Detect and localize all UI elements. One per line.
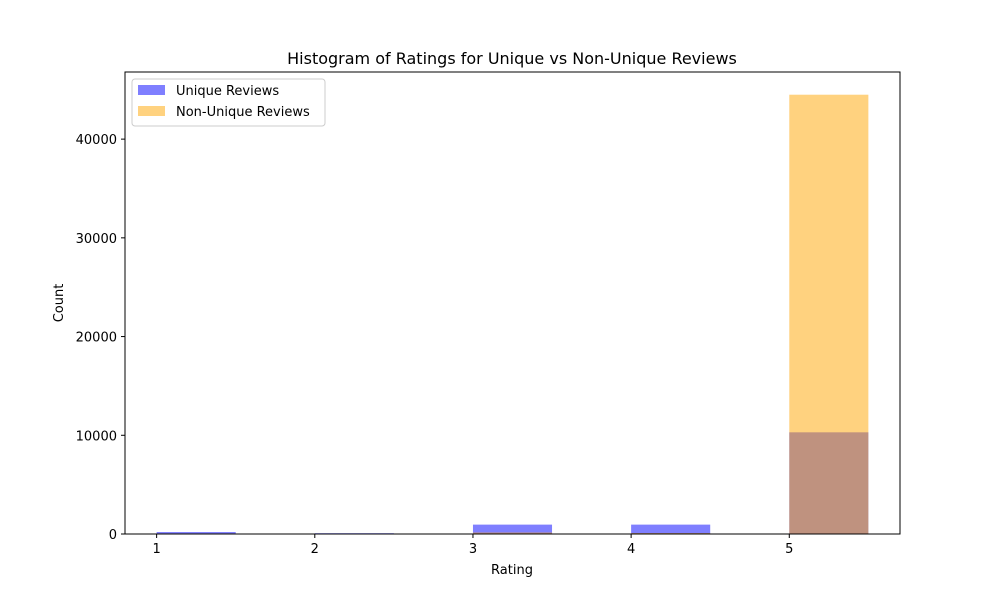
y-axis-label: Count (52, 284, 67, 323)
chart-title: Histogram of Ratings for Unique vs Non-U… (287, 49, 737, 68)
bar-series-0-bin-0 (156, 532, 236, 534)
bar-series-1-bin-4 (789, 94, 869, 534)
y-tick-label-0: 0 (109, 528, 117, 543)
plot-frame (124, 71, 901, 535)
y-tick-label-1: 10000 (76, 429, 117, 444)
y-tick-label-3: 30000 (76, 232, 117, 247)
bar-series-0-bin-2 (472, 524, 553, 534)
legend-label-unique: Unique Reviews (176, 84, 279, 99)
bar-series-1-bin-2 (472, 532, 553, 534)
ticks-layer: 1 2 3 4 5 0 10000 20000 30000 40000 (76, 133, 794, 557)
legend-box (131, 78, 326, 127)
legend-swatch-unique (138, 85, 165, 95)
bar-series-0-bin-3 (631, 524, 711, 534)
legend-swatch-non-unique (138, 106, 165, 116)
x-tick-label-2: 3 (469, 542, 477, 557)
x-tick-label-4: 5 (785, 542, 793, 557)
legend-label-non-unique: Non-Unique Reviews (176, 105, 310, 120)
y-tick-label-4: 40000 (76, 133, 117, 148)
bars-layer (156, 94, 869, 534)
x-tick-label-3: 4 (627, 542, 635, 557)
legend: Unique Reviews Non-Unique Reviews (131, 78, 326, 127)
x-tick-label-0: 1 (152, 542, 160, 557)
x-tick-label-1: 2 (311, 542, 319, 557)
y-tick-label-2: 20000 (76, 331, 117, 346)
x-axis-label: Rating (491, 563, 533, 578)
